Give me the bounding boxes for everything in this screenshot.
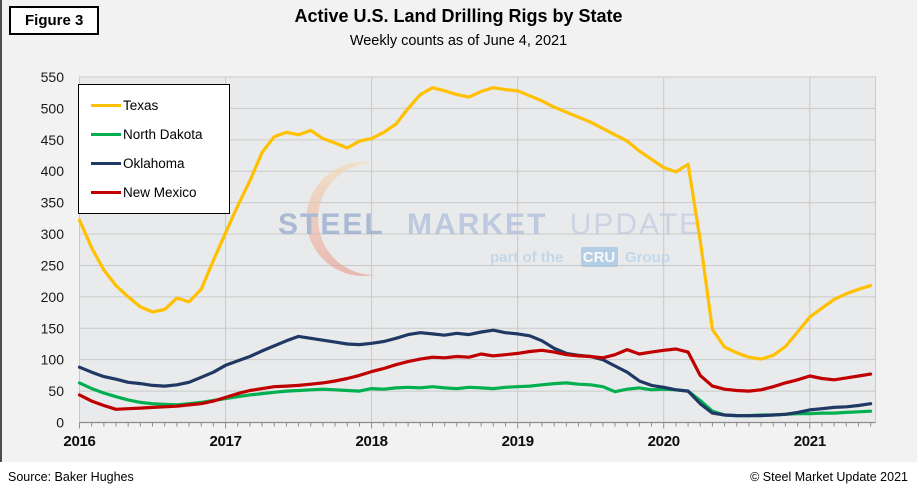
chart-svg: STEEL MARKET UPDATE part of the CRU Grou…	[41, 69, 876, 450]
legend-item-new-mexico: New Mexico	[91, 178, 219, 207]
y-tick-label-200: 200	[41, 289, 65, 305]
y-tick-label-550: 550	[41, 69, 65, 85]
legend-label-north-dakota: North Dakota	[123, 127, 203, 142]
watermark-word-steel: STEEL	[278, 208, 385, 241]
legend-label-texas: Texas	[123, 98, 159, 113]
axis-layer	[79, 421, 876, 429]
page-subtitle: Weekly counts as of June 4, 2021	[349, 33, 568, 49]
legend-item-texas: Texas	[91, 91, 219, 120]
y-tick-label-0: 0	[56, 415, 64, 431]
y-tick-label-300: 300	[41, 226, 65, 242]
y-tick-label-450: 450	[41, 132, 65, 148]
labels-layer: 0 50 100 150 200 250 300 350 400 450 500 550 2016 201…	[41, 69, 827, 450]
legend: Texas North Dakota Oklahoma New Mexico	[78, 84, 230, 214]
copyright-note: © Steel Market Update 2021	[750, 470, 908, 484]
y-tick-label-100: 100	[41, 352, 65, 368]
legend-swatch-north-dakota	[91, 132, 121, 137]
watermark-text: STEEL MARKET UPDATE	[278, 208, 701, 241]
watermark-subtext-suffix: Group	[625, 249, 670, 266]
y-tick-label-500: 500	[41, 100, 65, 116]
watermark: STEEL MARKET UPDATE part of the CRU Grou…	[278, 162, 701, 276]
legend-swatch-new-mexico	[91, 190, 121, 195]
series-line-oklahoma	[77, 328, 873, 418]
x-tick-label-2021: 2021	[794, 433, 826, 450]
series-layer	[77, 86, 873, 418]
figure-badge: Figure 3	[9, 6, 100, 35]
cru-badge	[581, 247, 618, 267]
legend-item-north-dakota: North Dakota	[91, 120, 219, 149]
series-line-texas	[77, 86, 873, 361]
page-title: Active U.S. Land Drilling Rigs by State	[294, 6, 623, 26]
series-line-new-mexico	[77, 347, 873, 411]
footer: Source: Baker Hughes © Steel Market Upda…	[0, 462, 917, 490]
x-tick-label-2016: 2016	[63, 433, 95, 450]
legend-label-oklahoma: Oklahoma	[123, 156, 185, 171]
watermark-subtext-prefix: part of the	[490, 249, 563, 266]
y-tick-label-150: 150	[41, 320, 65, 336]
legend-swatch-oklahoma	[91, 161, 121, 166]
watermark-word-market: MARKET	[407, 208, 547, 241]
legend-swatch-texas	[91, 103, 121, 108]
x-tick-label-2020: 2020	[648, 433, 680, 450]
y-tick-label-250: 250	[41, 257, 65, 273]
cru-badge-label: CRU	[583, 249, 616, 266]
x-tick-label-2018: 2018	[356, 433, 388, 450]
y-tick-label-400: 400	[41, 163, 65, 179]
y-tick-label-350: 350	[41, 195, 65, 211]
x-tick-label-2019: 2019	[502, 433, 534, 450]
watermark-crescent-icon	[306, 162, 374, 276]
y-tick-label-50: 50	[48, 383, 64, 399]
source-note: Source: Baker Hughes	[8, 470, 134, 484]
legend-label-new-mexico: New Mexico	[123, 185, 197, 200]
grid-layer	[79, 76, 876, 423]
x-tick-label-2017: 2017	[209, 433, 241, 450]
watermark-word-update: UPDATE	[570, 208, 701, 241]
legend-item-oklahoma: Oklahoma	[91, 149, 219, 178]
